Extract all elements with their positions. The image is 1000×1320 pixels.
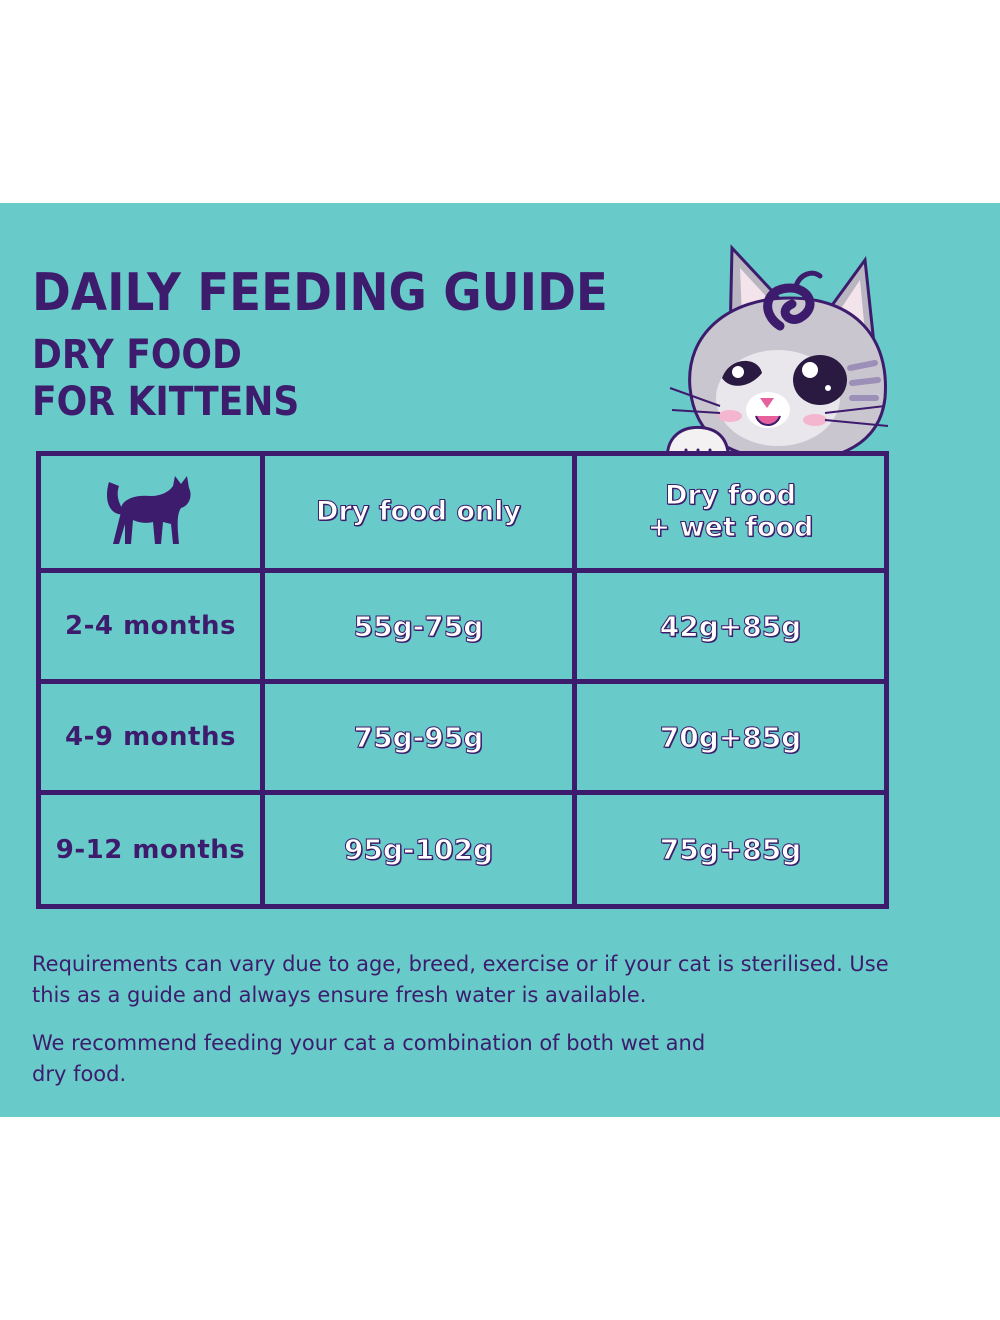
kitten-peeking-icon bbox=[665, 244, 889, 465]
feeding-guide-panel: DAILY FEEDING GUIDE DRY FOOD FOR KITTENS bbox=[0, 203, 1000, 1117]
column-header-dry-plus-wet: Dry food + wet food bbox=[577, 456, 884, 573]
guide-subtitle-line2: FOR KITTENS bbox=[32, 379, 300, 425]
row-dry-only-cell: 55g-75g bbox=[265, 573, 577, 684]
row-dry-plus-wet-cell: 75g+85g bbox=[659, 833, 802, 867]
row-dry-plus-wet-cell: 42g+85g bbox=[577, 573, 884, 684]
guide-subtitle-line1: DRY FOOD bbox=[32, 332, 242, 378]
row-dry-plus-wet-cell: 70g+85g bbox=[577, 684, 884, 795]
row-age-cell: 9-12 months bbox=[41, 795, 265, 904]
row-age-cell: 4-9 months bbox=[41, 684, 265, 795]
feeding-table: Dry food only Dry food + wet food 2-4 mo… bbox=[36, 451, 889, 909]
recommendation-note: We recommend feeding your cat a combinat… bbox=[32, 1031, 706, 1086]
cat-silhouette-icon bbox=[106, 476, 191, 544]
row-age-cell: 2-4 months bbox=[41, 573, 265, 684]
requirements-note: Requirements can vary due to age, breed,… bbox=[32, 952, 889, 1007]
row-dry-only-cell: 75g-95g bbox=[265, 684, 577, 795]
column-header-dry-food-only: Dry food only bbox=[265, 456, 577, 573]
row-dry-only-cell: 95g-102g bbox=[265, 795, 577, 904]
table-header-icon-cell bbox=[41, 456, 265, 573]
guide-title: DAILY FEEDING GUIDE bbox=[32, 263, 608, 323]
